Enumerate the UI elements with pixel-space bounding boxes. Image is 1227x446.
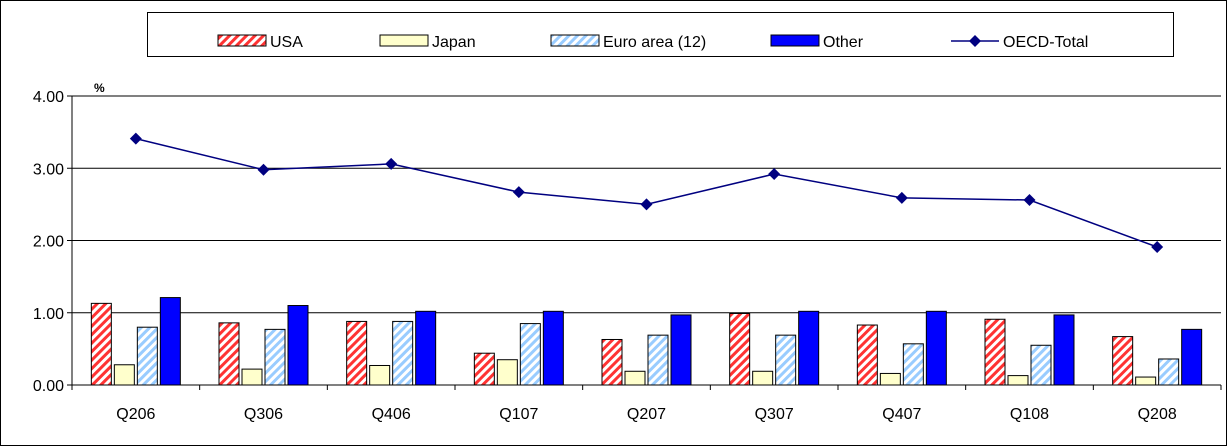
bar-japan [241,368,263,386]
legend-swatch-euro-area-12 [550,34,600,47]
bar-japan [1135,376,1157,386]
bar-japan [496,359,518,386]
y-tick-label: 4.00 [33,89,64,106]
bar-usa [346,320,368,386]
oecd-total-point [640,198,653,211]
legend-box [147,12,1174,57]
legend: USA Japan Euro area (12) Other OECD-Total [147,12,1174,57]
x-tick-label: Q407 [882,406,921,423]
bar-other [1053,314,1075,386]
y-tick-label: 3.00 [33,161,64,178]
bar-usa [1112,336,1134,386]
bar-japan [752,370,774,386]
y-tick-label: 1.00 [33,306,64,323]
bar-euro-area-12 [775,334,797,386]
x-tick-label: Q108 [1010,406,1049,423]
bar-euro-area-12 [902,343,924,386]
bar-euro-area-12 [392,320,414,386]
bar-euro-area-12 [264,328,286,386]
legend-swatch-usa [217,34,267,47]
legend-label-usa: USA [270,34,303,51]
bar-usa [218,322,240,386]
oecd-total-point [385,157,398,170]
oecd-total-point [1151,241,1164,254]
bar-euro-area-12 [519,323,541,386]
bar-euro-area-12 [1030,344,1052,386]
bar-japan [624,370,646,386]
x-tick-label: Q107 [499,406,538,423]
bar-other [925,310,947,386]
x-axis: Q206 Q306 Q406 Q107 Q207 Q307 Q407 Q108 Q208 [71,384,1222,423]
y-axis-unit-label: % [94,81,105,95]
oecd-total-point [1023,194,1036,207]
bar-usa [90,302,112,386]
bar-usa [473,352,495,386]
bar-other [1181,328,1203,386]
bar-usa [601,338,623,386]
x-tick-label: Q307 [755,406,794,423]
x-tick-label: Q206 [116,406,155,423]
bar-other [415,310,437,386]
bar-euro-area-12 [136,326,158,386]
bar-euro-area-12 [647,334,669,386]
bar-japan [113,364,135,386]
legend-label-other: Other [823,34,864,51]
bars [90,297,1203,386]
oecd-total-point [129,132,142,145]
y-axis: 0.00 1.00 2.00 3.00 4.00 [33,89,73,395]
bar-other [670,314,692,386]
oecd-total-point [257,163,270,176]
oecd-total-point [895,191,908,204]
bar-usa [984,318,1006,386]
y-tick-label: 2.00 [33,234,64,251]
legend-label-japan: Japan [432,34,476,51]
bar-euro-area-12 [1158,358,1180,386]
bar-usa [856,324,878,386]
x-tick-label: Q208 [1138,406,1177,423]
oecd-total-point [512,186,525,199]
oecd-total-line [129,132,1164,254]
bar-usa [729,312,751,386]
bar-japan [1007,375,1029,386]
x-tick-label: Q306 [244,406,283,423]
legend-swatch-japan [379,34,429,47]
x-tick-label: Q207 [627,406,666,423]
bar-other [159,297,181,386]
legend-label-euro-area-12: Euro area (12) [603,34,706,51]
x-tick-label: Q406 [372,406,411,423]
bar-other [798,310,820,386]
bar-japan [879,372,901,386]
bar-japan [369,364,391,386]
legend-label-oecd-total: OECD-Total [1003,34,1088,51]
oecd-total-point [768,168,781,181]
bar-other [287,305,309,386]
bar-other [542,310,564,386]
legend-swatch-other [770,34,820,47]
y-tick-label: 0.00 [33,378,64,395]
legend-marker-oecd-total [969,35,981,47]
